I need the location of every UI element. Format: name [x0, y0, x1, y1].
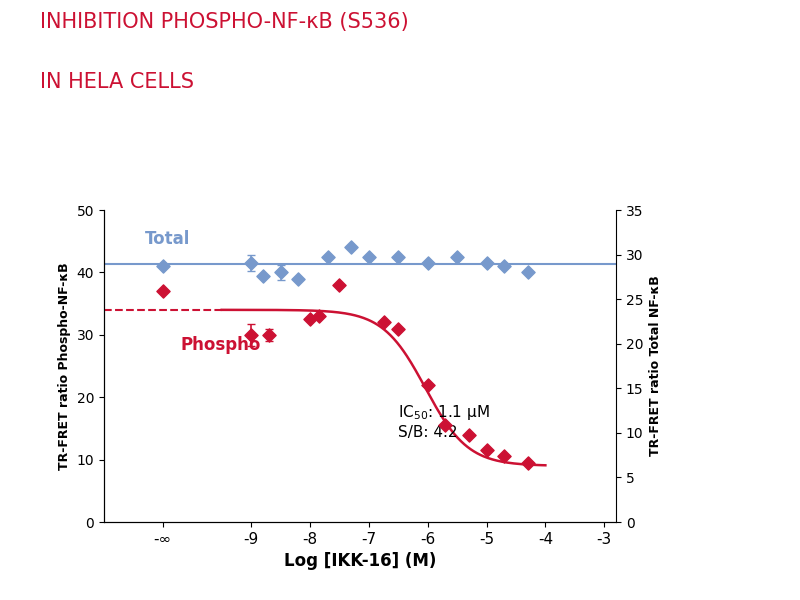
Point: [522, 458, 534, 467]
Point: [392, 252, 405, 262]
Point: [439, 421, 452, 430]
Point: [392, 324, 405, 334]
Point: [377, 317, 390, 327]
Text: IC$_{50}$: 1.1 μM
S/B: 4.2: IC$_{50}$: 1.1 μM S/B: 4.2: [398, 403, 490, 440]
Text: INHIBITION PHOSPHO-NF-κB (S536): INHIBITION PHOSPHO-NF-κB (S536): [40, 12, 409, 32]
Point: [262, 330, 275, 340]
Point: [480, 445, 493, 455]
Point: [303, 314, 316, 324]
Y-axis label: TR-FRET ratio Total NF-κB: TR-FRET ratio Total NF-κB: [649, 275, 662, 457]
Point: [362, 252, 375, 262]
Point: [480, 258, 493, 268]
X-axis label: Log [IKK-16] (M): Log [IKK-16] (M): [284, 552, 436, 570]
Point: [313, 311, 326, 321]
Point: [292, 274, 305, 283]
Point: [498, 262, 510, 271]
Y-axis label: TR-FRET ratio Phospho-NF-κB: TR-FRET ratio Phospho-NF-κB: [58, 262, 71, 470]
Point: [450, 252, 463, 262]
Point: [345, 242, 358, 252]
Point: [522, 268, 534, 277]
Point: [422, 380, 434, 389]
Text: Phospho: Phospho: [181, 337, 261, 355]
Point: [245, 330, 258, 340]
Point: [322, 252, 334, 262]
Point: [157, 262, 170, 271]
Text: IN HELA CELLS: IN HELA CELLS: [40, 72, 194, 92]
Point: [245, 258, 258, 268]
Text: Total: Total: [145, 230, 190, 248]
Point: [333, 280, 346, 290]
Point: [157, 286, 170, 296]
Point: [422, 258, 434, 268]
Point: [498, 452, 510, 461]
Point: [462, 430, 475, 439]
Point: [257, 271, 270, 280]
Point: [274, 268, 287, 277]
